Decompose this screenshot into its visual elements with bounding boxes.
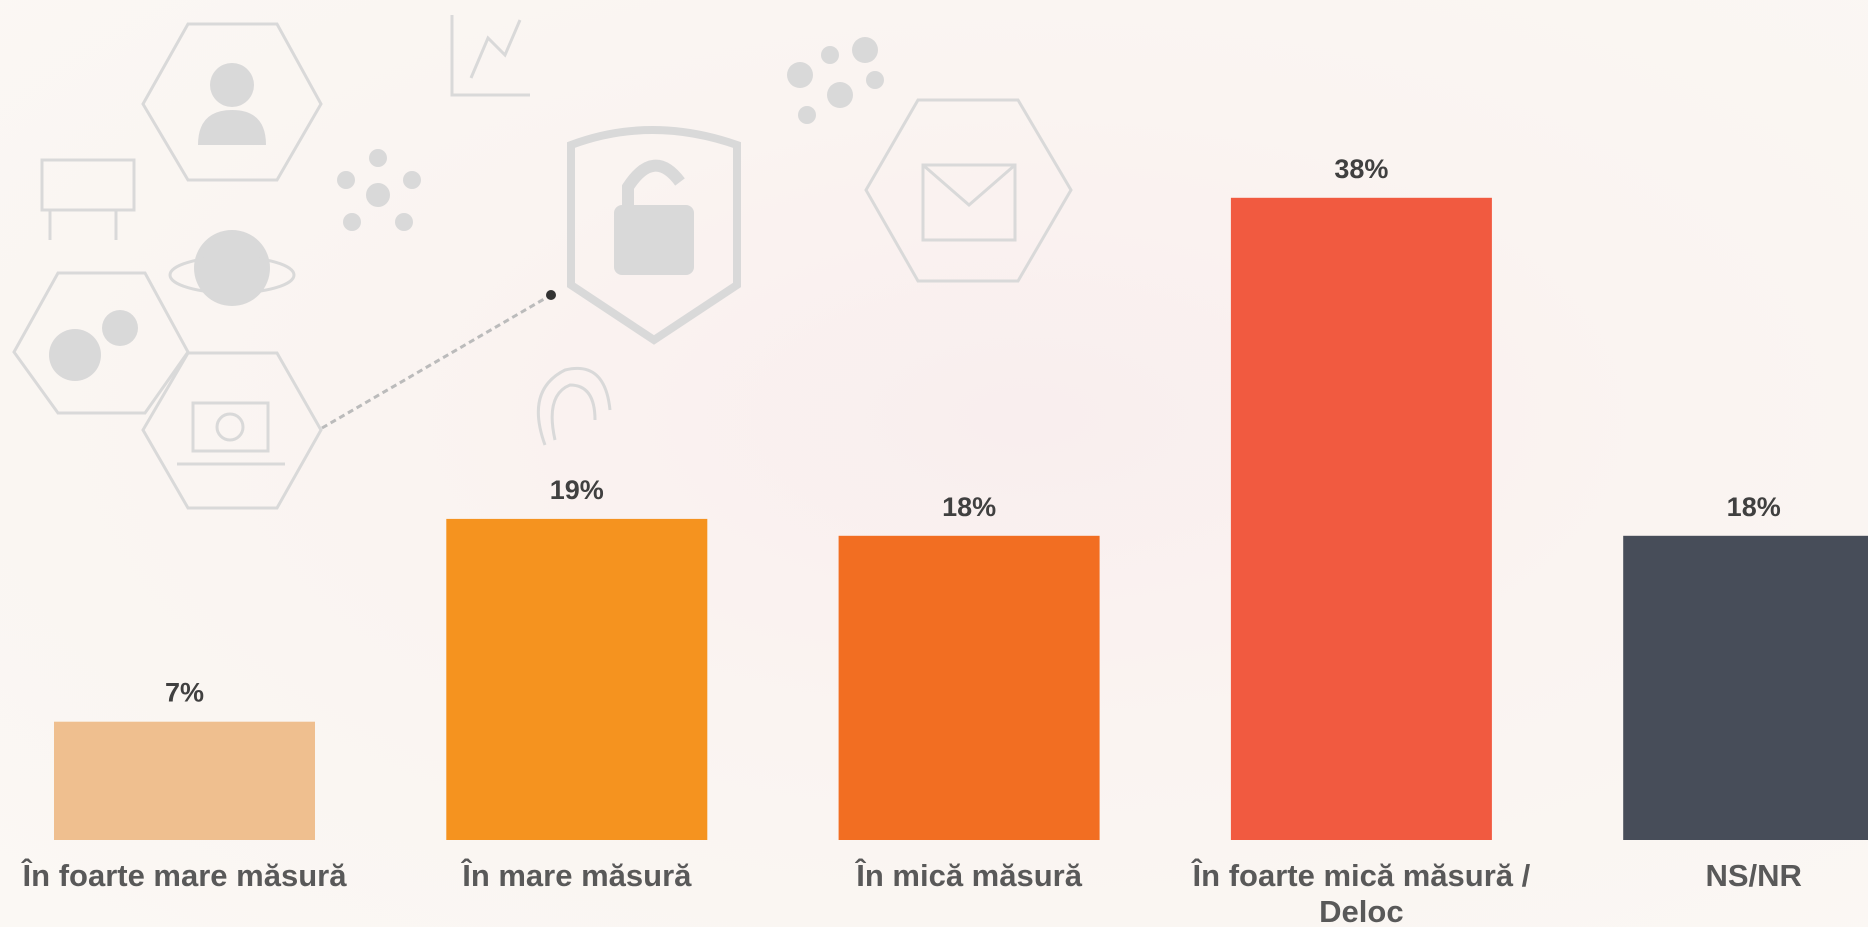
bar [1623,535,1868,840]
category-label: În foarte mică măsură / Deloc [1192,858,1531,927]
category-label: În mică măsură [856,858,1082,893]
bar [54,721,315,840]
value-label: 38% [1334,154,1388,184]
value-label: 18% [942,492,996,522]
category-label: În foarte mare măsură [22,858,347,893]
category-label: În mare măsură [462,858,692,893]
bar [1230,197,1492,841]
value-label: 19% [550,475,604,505]
value-label: 7% [165,678,204,708]
value-label: 18% [1727,492,1781,522]
category-label: NS/NR [1705,858,1802,893]
decoration [12,15,1073,510]
bar [446,518,708,840]
bar [838,535,1100,840]
